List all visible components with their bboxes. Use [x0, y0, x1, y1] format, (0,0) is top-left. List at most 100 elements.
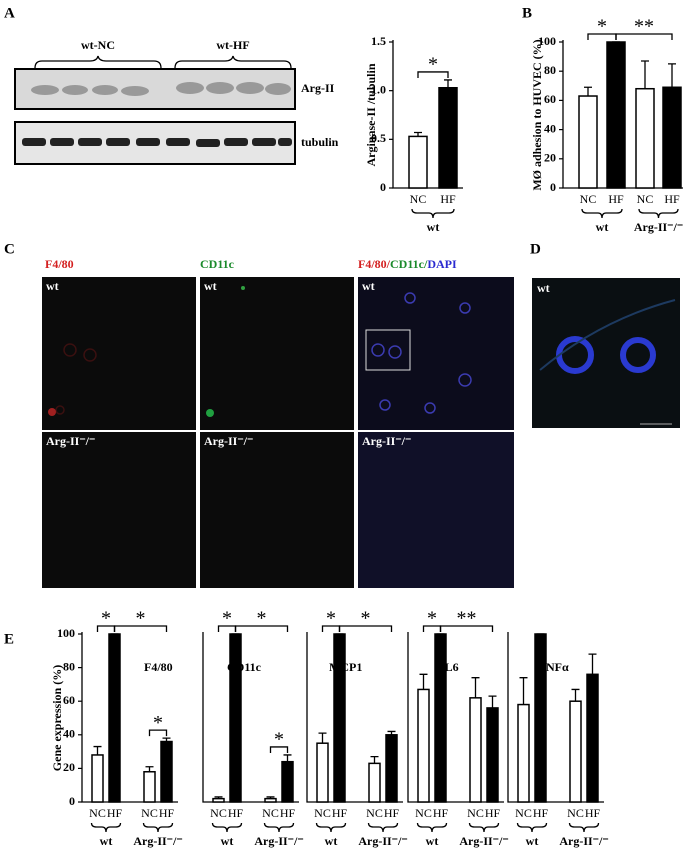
significance-bracket [439, 625, 494, 632]
error-bar [145, 766, 154, 772]
error-bar [318, 732, 327, 744]
error-bar [387, 730, 396, 735]
y-tick-label: 40 [63, 727, 75, 741]
bar [635, 87, 655, 189]
y-tick-label: 20 [63, 760, 75, 774]
merge-part: CD11c/ [390, 257, 428, 271]
group-brace [638, 208, 679, 219]
significance-label: * [274, 729, 284, 751]
group-label: wt [221, 834, 234, 848]
chart-title: F4/80 [144, 660, 173, 674]
bar [569, 700, 582, 803]
row-label: Arg-II⁻/⁻ [362, 434, 411, 448]
x-tick-label: NC [210, 806, 227, 820]
x-tick-label: NC [314, 806, 331, 820]
y-tick-label: 1.0 [371, 82, 386, 96]
group-label: Arg-II⁻/⁻ [358, 834, 407, 848]
x-tick-label: NC [580, 192, 597, 206]
bar [316, 742, 329, 803]
bar [534, 633, 547, 803]
bar [160, 740, 173, 803]
x-tick-label: NC [567, 806, 584, 820]
y-tick-label: 0.5 [371, 131, 386, 145]
row-label: Arg-II⁻/⁻ [204, 434, 253, 448]
error-bar [93, 745, 102, 755]
x-tick-label: HF [332, 806, 348, 820]
significance-label: * [153, 712, 163, 734]
group-brace [263, 822, 295, 833]
row-label: wt [537, 281, 550, 295]
y-axis-label: Arginase-II /tubulin [364, 63, 378, 166]
error-bar [370, 755, 379, 764]
blot-row: Arg-II [301, 81, 335, 95]
error-bar [471, 677, 480, 698]
x-tick-label: HF [533, 806, 549, 820]
bar [517, 703, 530, 803]
y-tick-label: 100 [538, 34, 556, 48]
x-tick-label: HF [384, 806, 400, 820]
significance-label: * [326, 608, 336, 630]
bar [486, 707, 499, 803]
x-tick-label: NC [515, 806, 532, 820]
y-tick-label: 0 [69, 794, 75, 808]
x-tick-label: NC [415, 806, 432, 820]
significance-bracket [113, 625, 168, 632]
x-tick-label: HF [440, 192, 456, 206]
blot [14, 55, 296, 165]
x-tick-label: NC [89, 806, 106, 820]
group-brace [416, 822, 448, 833]
bar [108, 633, 121, 803]
group-label: Arg-II⁻/⁻ [254, 834, 303, 848]
significance-label: * [427, 608, 437, 630]
x-tick-label: NC [637, 192, 654, 206]
y-tick-label: 80 [544, 63, 556, 77]
bar [91, 754, 104, 803]
y-tick-label: 80 [63, 659, 75, 673]
y-tick-label: 0 [550, 180, 556, 194]
x-tick-label: HF [585, 806, 601, 820]
panel-letter: C [4, 241, 15, 257]
bar [417, 688, 430, 803]
blot-group: wt-NC [81, 38, 115, 52]
x-tick-label: HF [608, 192, 624, 206]
channel-label: CD11c [200, 257, 235, 271]
group-label: wt [325, 834, 338, 848]
y-tick-label: 20 [544, 151, 556, 165]
significance-label: * [101, 608, 111, 630]
x-tick-label: NC [262, 806, 279, 820]
error-bar [266, 796, 275, 799]
significance-bracket [234, 625, 289, 632]
error-bar [519, 677, 528, 705]
significance-bracket [417, 71, 449, 78]
x-tick-label: NC [467, 806, 484, 820]
significance-bracket [148, 729, 168, 737]
x-tick-label: HF [159, 806, 175, 820]
error-bar [283, 754, 292, 762]
significance-label: * [222, 608, 232, 630]
row-label: wt [362, 279, 375, 293]
significance-bracket [269, 746, 289, 753]
bar [578, 95, 598, 189]
error-bar [414, 131, 422, 137]
error-bar [162, 737, 171, 742]
bar [469, 697, 482, 803]
merge-part: F4/80/ [358, 257, 391, 271]
y-tick-label: 60 [544, 92, 556, 106]
panel-letter: A [4, 5, 15, 21]
x-tick-label: NC [366, 806, 383, 820]
group-brace [142, 822, 174, 833]
group-label: wt [100, 834, 113, 848]
significance-label: * [361, 608, 371, 630]
blot-group: wt-HF [216, 38, 249, 52]
group-brace [90, 822, 122, 833]
merge-label: F4/80/CD11c/DAPI [358, 257, 457, 271]
y-tick-label: 1.5 [371, 34, 386, 48]
x-tick-label: HF [280, 806, 296, 820]
panel-letter: B [522, 5, 532, 21]
y-tick-label: 60 [63, 693, 75, 707]
group-brace [367, 822, 399, 833]
error-bar [668, 63, 676, 88]
x-tick-label: HF [433, 806, 449, 820]
channel-label: F4/80 [45, 257, 74, 271]
error-bar [641, 60, 649, 89]
